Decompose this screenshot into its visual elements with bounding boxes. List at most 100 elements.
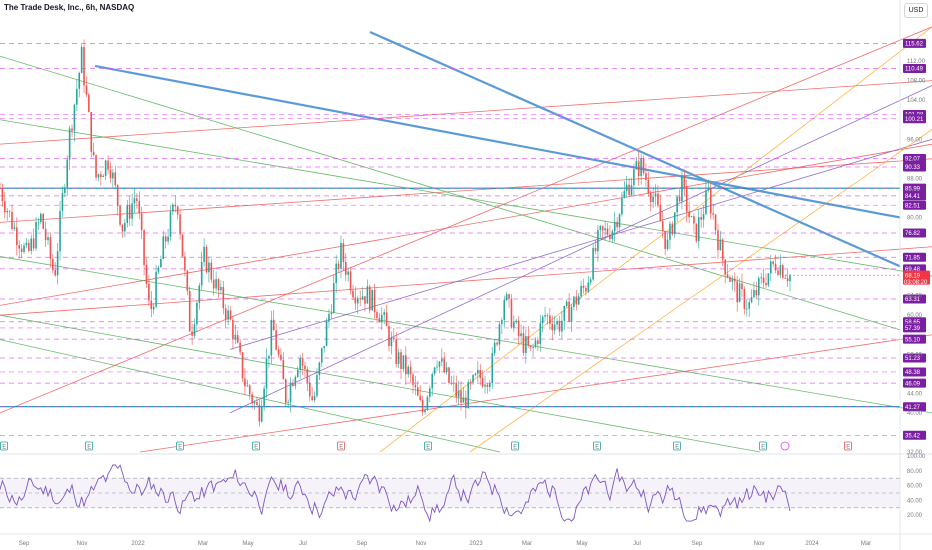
candle-body: [378, 318, 381, 323]
price-tick-label: 64.00: [907, 294, 923, 300]
candle-body: [184, 256, 186, 271]
candle-body: [306, 369, 309, 383]
candle-body: [577, 296, 580, 305]
earnings-marker[interactable]: [844, 441, 852, 451]
time-tick-label: Jul: [299, 541, 307, 547]
candle-body: [772, 261, 774, 264]
rsi-tick-label: 60.00: [907, 484, 923, 490]
candle-body: [455, 382, 458, 397]
level-label: 90.33: [905, 165, 921, 171]
candle-body: [373, 289, 376, 313]
time-tick-label: Mar: [861, 541, 871, 547]
candle-body: [654, 193, 657, 197]
candle-body: [56, 251, 59, 276]
candle-body: [28, 242, 30, 251]
candle-body: [212, 279, 215, 289]
earnings-marker[interactable]: [85, 441, 93, 451]
candle-body: [241, 352, 244, 379]
candle-body: [697, 217, 700, 242]
earnings-marker[interactable]: [759, 441, 767, 451]
price-axis[interactable]: 112.00 108.00 104.00 96.00 88.00 80.00 64.00 60…: [899, 0, 926, 550]
candle-body: [85, 85, 88, 95]
candle-body: [395, 339, 398, 364]
candle-body: [131, 203, 133, 219]
candle-body: [503, 299, 506, 320]
candle-body: [501, 319, 503, 325]
earnings-marker[interactable]: [673, 441, 681, 451]
candle-body: [517, 320, 520, 337]
rsi-tick-label: 80.00: [907, 469, 923, 475]
candle-body: [296, 369, 299, 377]
price-tick-label: 88.00: [907, 176, 923, 182]
candle-body: [8, 210, 11, 212]
currency-button[interactable]: USD: [904, 3, 928, 18]
candle-body: [167, 236, 169, 242]
candle-body: [246, 385, 249, 387]
earnings-marker[interactable]: [176, 441, 184, 451]
candle-body: [561, 320, 563, 332]
earnings-marker[interactable]: [424, 441, 432, 451]
candle-body: [534, 340, 537, 347]
earnings-marker[interactable]: [0, 441, 8, 451]
level-label-bg: [903, 63, 926, 73]
candle-body: [152, 306, 155, 310]
candle-body: [721, 239, 724, 260]
candle-body: [280, 354, 282, 360]
level-label-bg: [903, 323, 926, 333]
candle-body: [6, 210, 9, 213]
candle-body: [573, 296, 575, 307]
level-label: 85.99: [905, 186, 921, 192]
level-label-bg: [903, 367, 926, 377]
candle-body: [1, 188, 4, 202]
earnings-marker[interactable]: [593, 441, 601, 451]
candle-body: [340, 243, 342, 269]
candle-body: [275, 330, 277, 350]
candle-body: [104, 160, 107, 176]
candle-body: [642, 158, 645, 174]
candle-body: [224, 308, 227, 320]
level-label-bg: [903, 334, 926, 344]
candle-body: [256, 402, 258, 405]
earnings-marker[interactable]: [511, 441, 519, 451]
level-label: 58.65: [905, 320, 921, 326]
level-label-bg: [903, 114, 926, 124]
candle-body: [155, 271, 157, 307]
candle-body: [729, 277, 731, 282]
candle-body: [186, 270, 189, 291]
candle-body: [457, 390, 460, 397]
earnings-marker[interactable]: [252, 441, 260, 451]
candle-body: [757, 278, 760, 296]
candle-body: [371, 289, 373, 311]
trend-line-10: [0, 314, 761, 453]
candle-body: [426, 396, 429, 410]
candle-body: [95, 155, 97, 178]
candle-body: [260, 406, 263, 422]
candle-body: [525, 336, 527, 353]
candle-body: [659, 205, 662, 222]
earnings-marker-label: E: [595, 445, 599, 451]
candle-body: [671, 223, 674, 235]
candle-body: [47, 237, 49, 241]
candle-body: [786, 278, 789, 282]
candle-body: [429, 388, 431, 397]
candle-body: [424, 409, 426, 413]
trend-line-5: [0, 158, 932, 223]
candle-body: [693, 216, 695, 224]
candle-body: [589, 279, 592, 283]
time-tick-label: Nov: [754, 541, 765, 547]
candle-body: [349, 271, 352, 291]
candle-body: [337, 263, 340, 269]
candle-body: [133, 198, 136, 204]
candle-body: [13, 227, 16, 230]
candle-body: [580, 285, 582, 297]
level-label-bg: [903, 353, 926, 363]
candle-body: [707, 187, 710, 191]
candle-body: [354, 297, 357, 304]
candle-body: [609, 234, 611, 240]
candle-body: [736, 281, 738, 303]
candle-body: [448, 367, 450, 384]
time-axis[interactable]: Sep Nov 2022 Mar May Jul Sep Nov 2023 Mar May Jul Se…: [0, 533, 932, 547]
earnings-marker[interactable]: [337, 441, 345, 451]
